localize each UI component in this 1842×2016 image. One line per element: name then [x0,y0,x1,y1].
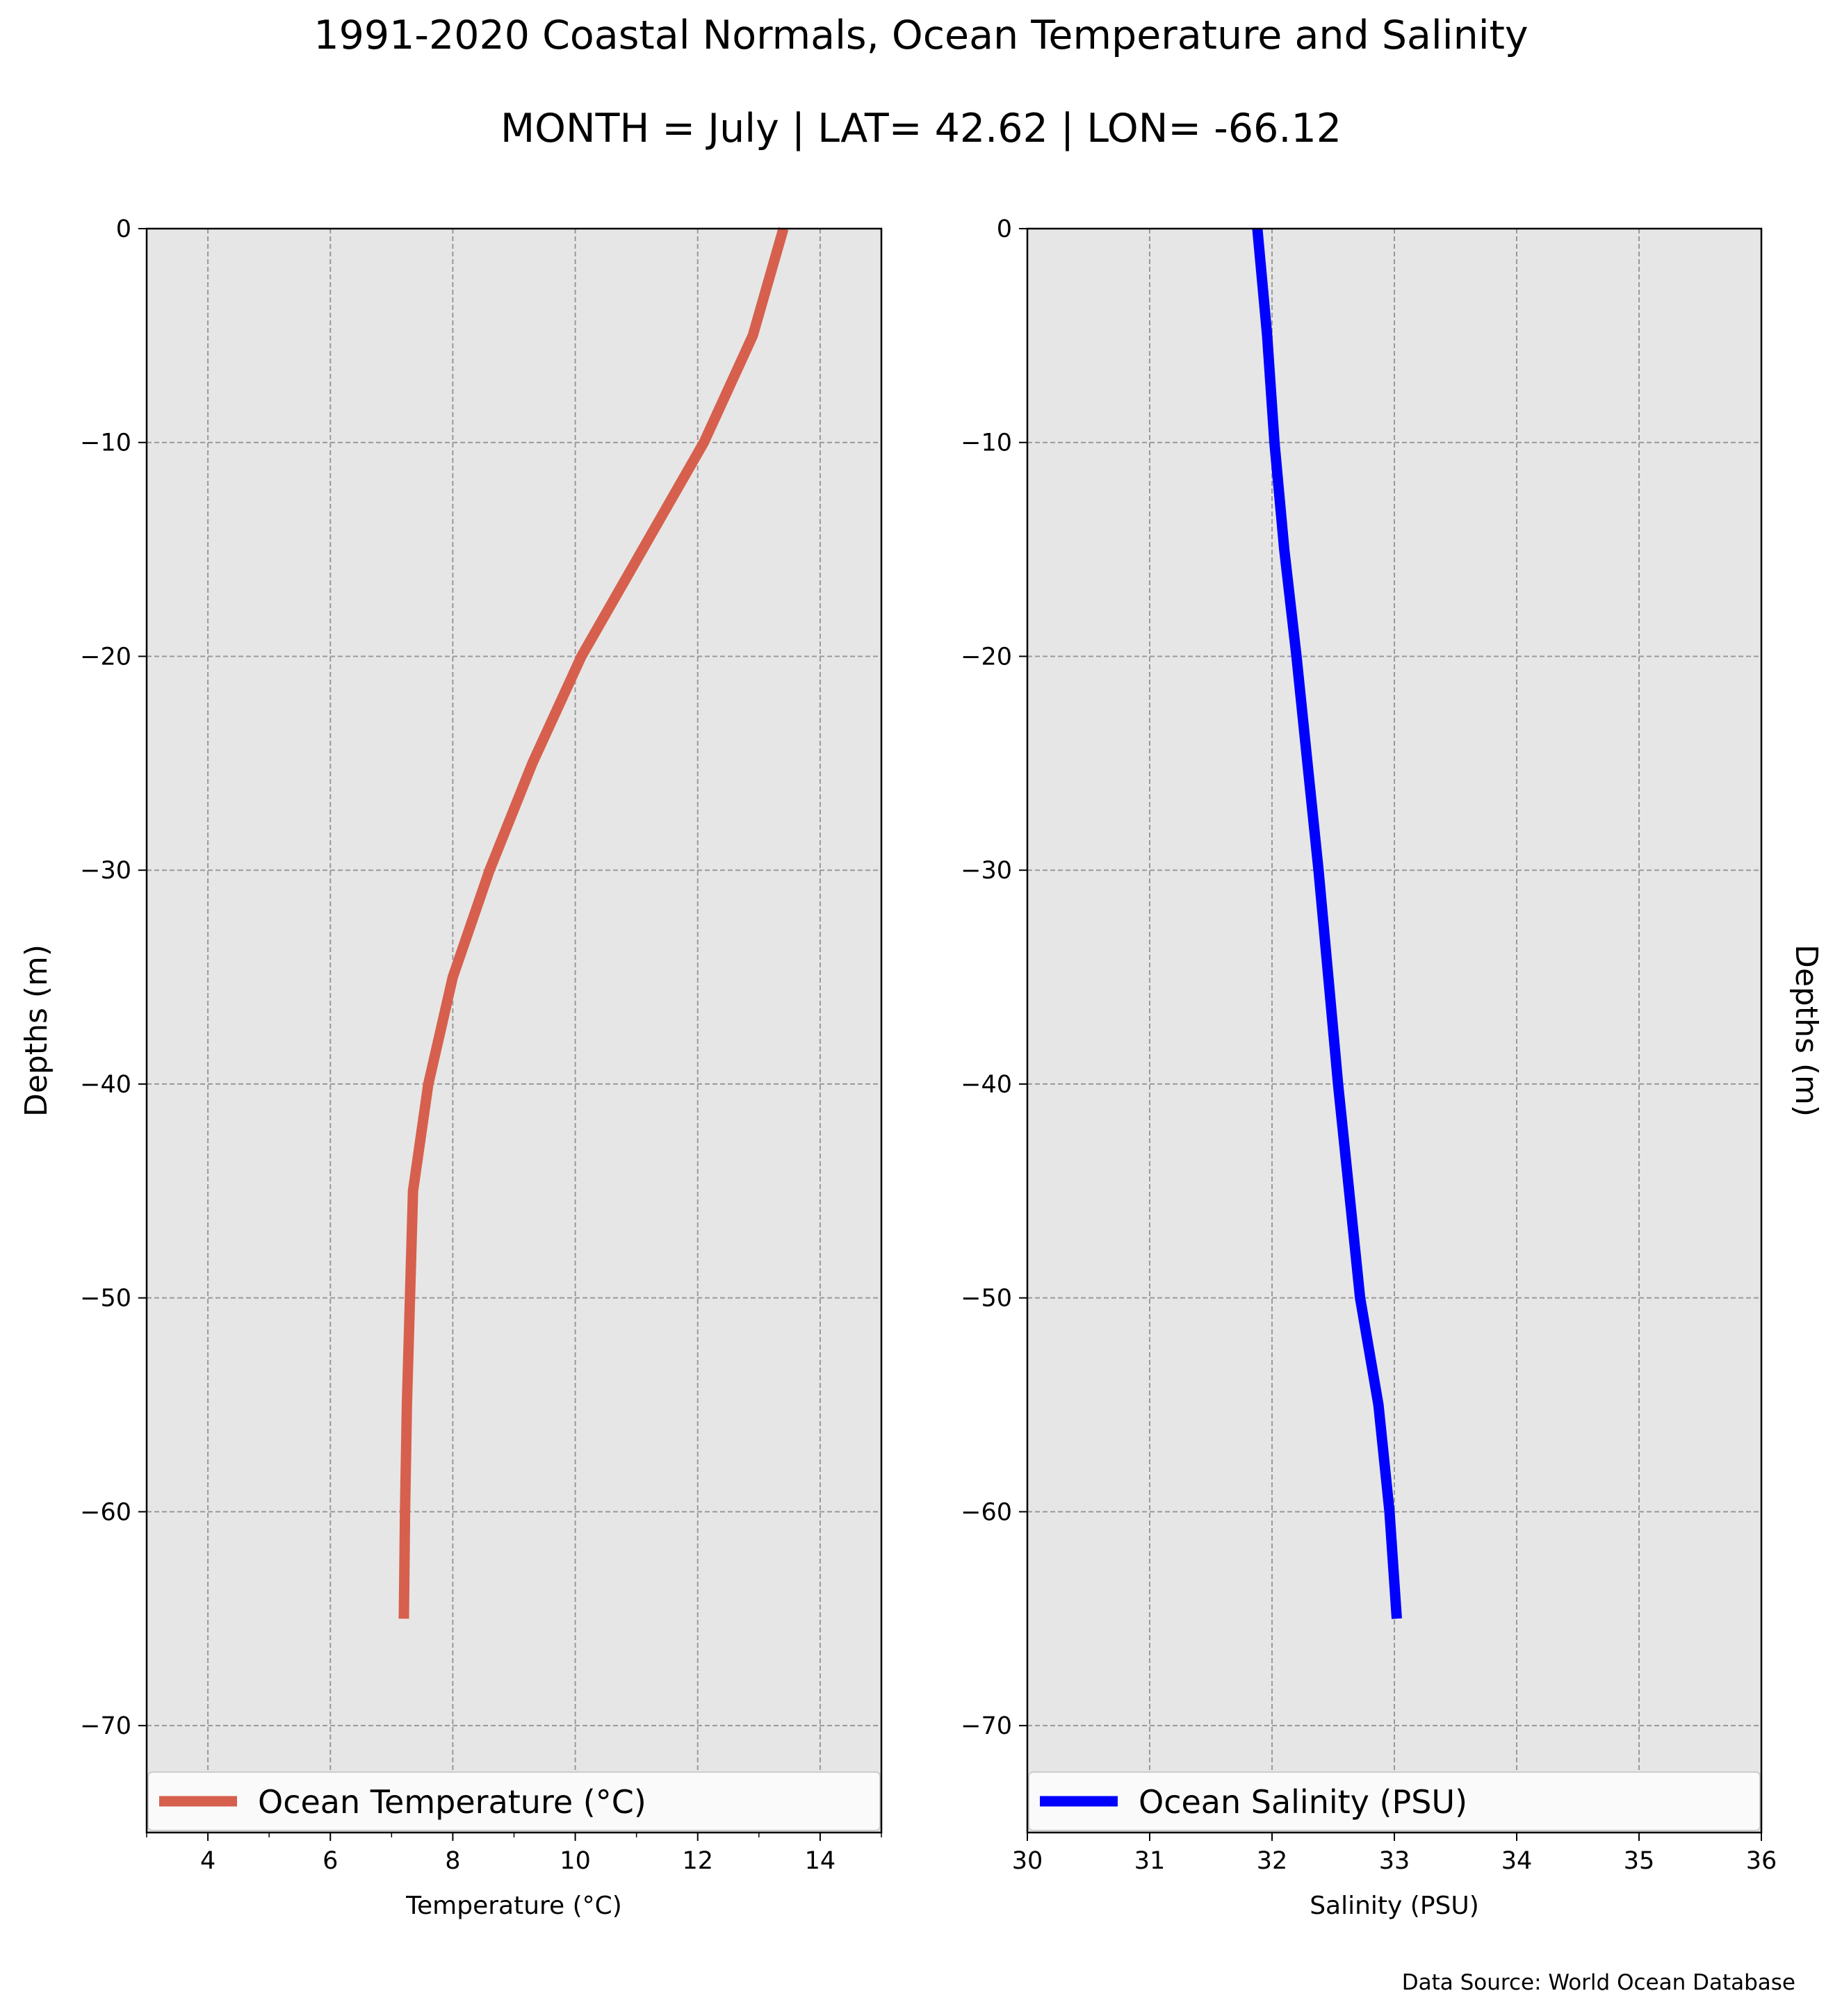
data-source-note: Data Source: World Ocean Database [1401,1970,1795,1995]
salinity-y-tick-label: −70 [961,1712,1012,1740]
temperature-y-tick-label: −30 [80,857,131,885]
salinity-x-tick-label: 34 [1501,1847,1533,1875]
temperature-y-tick-label: −60 [80,1498,131,1526]
chart-title: 1991-2020 Coastal Normals, Ocean Tempera… [313,13,1529,58]
temperature-x-tick-label: 12 [682,1847,713,1875]
salinity-x-axis-label: Salinity (PSU) [1310,1892,1479,1920]
temperature-y-tick-label: −20 [80,643,131,671]
temperature-x-axis-label: Temperature (°C) [405,1892,622,1920]
temperature-legend-box [147,1771,881,1831]
salinity-y-tick-label: −60 [961,1498,1012,1526]
salinity-y-tick-label: −30 [961,857,1012,885]
temperature-x-tick-label: 4 [200,1847,215,1875]
temperature-series-line [398,227,789,1619]
salinity-x-tick-label: 35 [1624,1847,1655,1875]
salinity-legend-box [1028,1771,1761,1831]
salinity-y-tick-label: −40 [961,1071,1012,1099]
salinity-series-line [1252,228,1402,1619]
salinity-y-tick-label: 0 [997,215,1012,243]
temperature-x-tick-label: 8 [445,1847,460,1875]
temperature-y-tick-label: −50 [80,1285,131,1313]
salinity-y-tick-label: −50 [961,1285,1012,1313]
temperature-plot-area [147,229,881,1833]
temperature-y-tick-label: 0 [116,215,131,243]
temperature-legend-label: Ocean Temperature (°C) [258,1783,646,1821]
temperature-x-tick-label: 14 [805,1847,836,1875]
salinity-x-tick-label: 33 [1379,1847,1410,1875]
temperature-y-axis-label: Depths (m) [19,944,54,1117]
temperature-y-tick-label: −40 [80,1071,131,1099]
salinity-x-tick-label: 36 [1746,1847,1777,1875]
salinity-y-tick-label: −10 [961,429,1012,457]
temperature-y-tick-label: −70 [80,1712,131,1740]
temperature-y-tick-label: −10 [80,429,131,457]
temperature-x-tick-label: 6 [323,1847,338,1875]
salinity-x-tick-label: 32 [1257,1847,1288,1875]
salinity-x-tick-label: 31 [1134,1847,1166,1875]
salinity-legend-label: Ocean Salinity (PSU) [1139,1783,1467,1821]
salinity-x-tick-label: 30 [1012,1847,1043,1875]
chart-subtitle: MONTH = July | LAT= 42.62 | LON= -66.12 [500,106,1342,151]
salinity-y-axis-label: Depths (m) [1788,944,1824,1117]
temperature-x-tick-label: 10 [560,1847,591,1875]
salinity-y-tick-label: −20 [961,643,1012,671]
